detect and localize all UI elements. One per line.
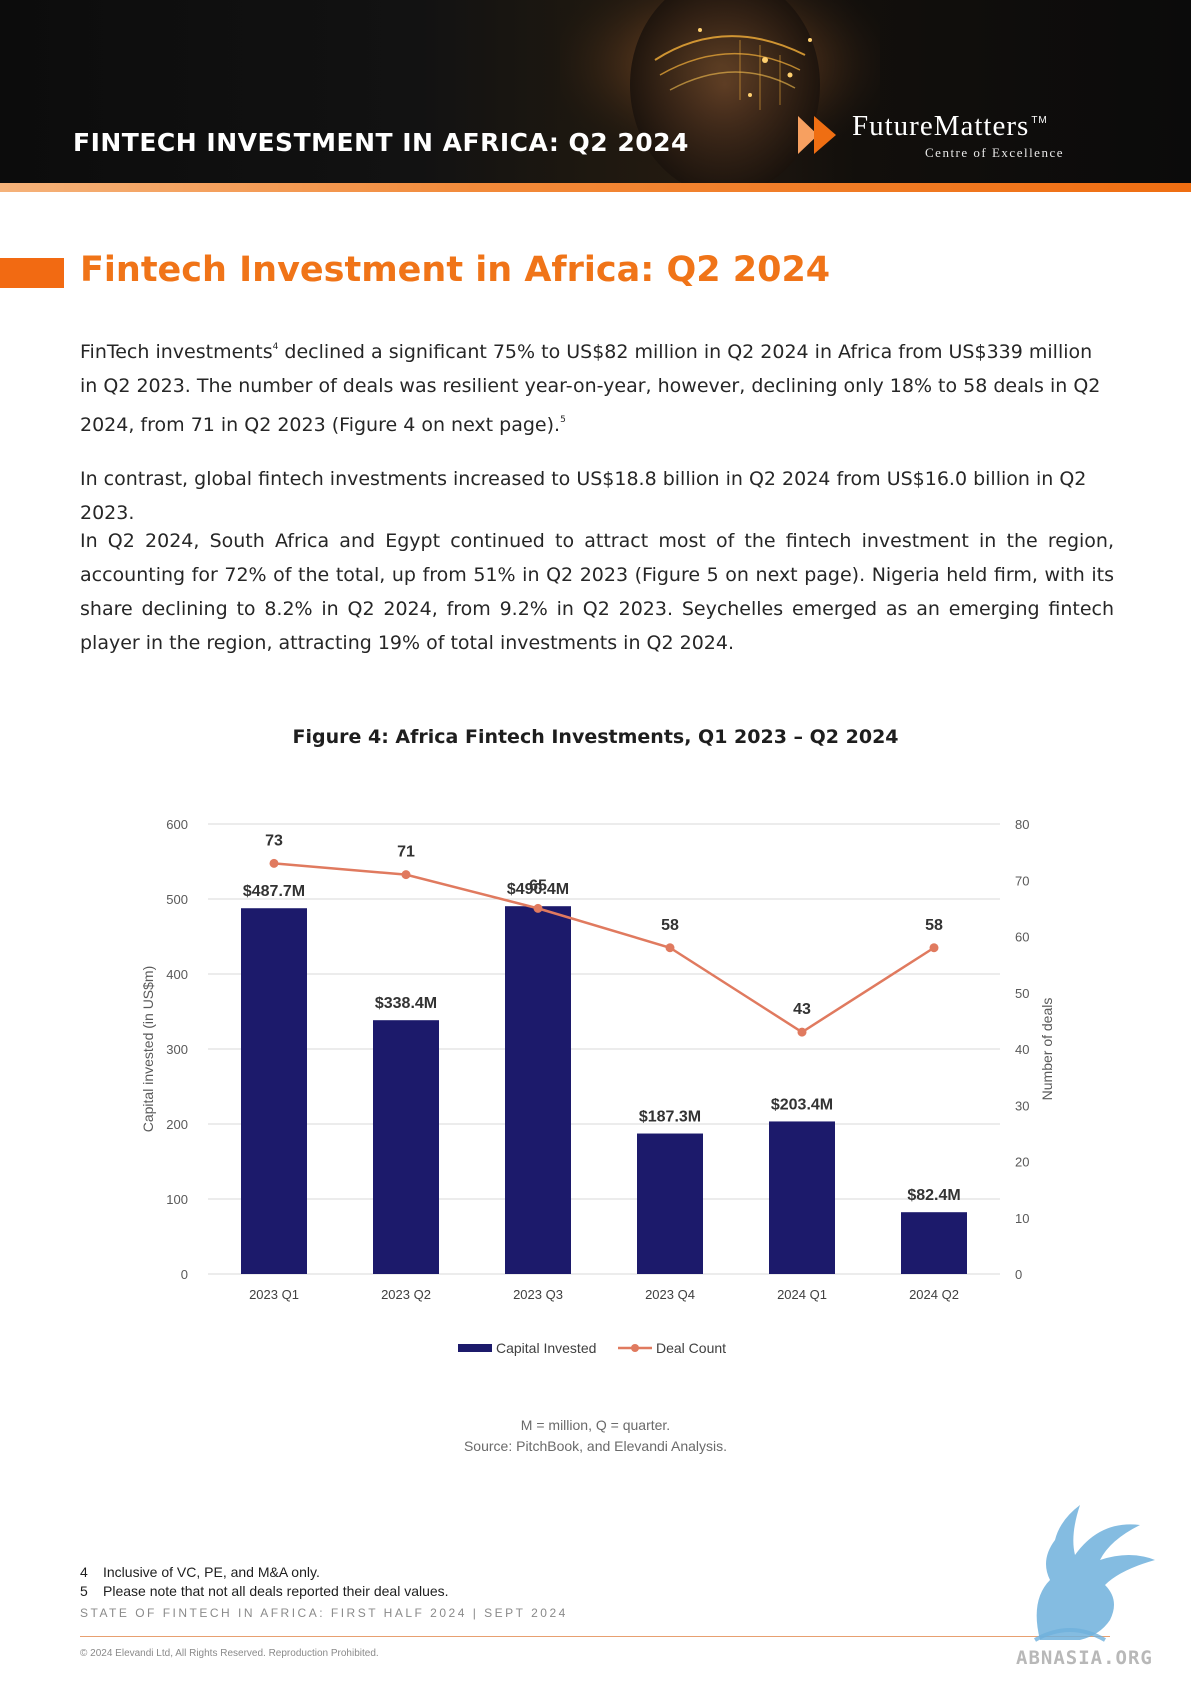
futurematters-logo-icon [798, 116, 836, 154]
logo-subtitle: Centre of Excellence [925, 145, 1064, 160]
capital-invested-bar [241, 908, 307, 1274]
deal-count-point [269, 858, 279, 868]
capital-invested-data-label: $338.4M [375, 995, 437, 1012]
legend-swatch-capital-invested [458, 1344, 492, 1352]
deal-count-point [797, 1027, 807, 1037]
deal-count-data-label: 58 [661, 917, 679, 934]
y2-tick-label: 80 [1015, 817, 1029, 832]
y2-axis-title: Number of deals [1039, 998, 1055, 1101]
footnote-4: 4 Inclusive of VC, PE, and M&A only. [80, 1564, 320, 1580]
x-tick-label: 2023 Q1 [249, 1287, 299, 1302]
capital-invested-bar [637, 1133, 703, 1274]
watermark-griffin-icon [1034, 1505, 1155, 1642]
capital-invested-data-label: $203.4M [771, 1096, 833, 1113]
y2-tick-label: 60 [1015, 930, 1029, 945]
x-tick-label: 2024 Q2 [909, 1287, 959, 1302]
capital-invested-data-label: $82.4M [907, 1187, 960, 1204]
header-accent-bar [0, 183, 1191, 192]
deal-count-data-label: 43 [793, 1001, 811, 1018]
body-paragraph-1: FinTech investments4 declined a signific… [80, 341, 1101, 436]
x-tick-label: 2023 Q2 [381, 1287, 431, 1302]
deal-count-line [273, 862, 935, 1034]
y2-tick-label: 70 [1015, 873, 1029, 888]
capital-invested-data-label: $487.7M [243, 883, 305, 900]
y-tick-label: 500 [166, 892, 188, 907]
deal-count-point [665, 943, 675, 953]
deal-count-point [533, 903, 543, 913]
footnote-5: 5 Please note that not all deals reported… [80, 1583, 449, 1599]
deal-count-data-label: 73 [265, 832, 283, 849]
y-tick-label: 0 [181, 1267, 188, 1282]
y2-tick-label: 40 [1015, 1042, 1029, 1057]
x-tick-label: 2023 Q3 [513, 1287, 563, 1302]
footnote-ref-4[interactable]: 4 [272, 342, 279, 352]
deal-count-point [929, 943, 939, 953]
chart-abbreviation-note: M = million, Q = quarter. [520, 1417, 671, 1433]
footnote-ref-5[interactable]: 5 [560, 415, 566, 425]
footer-divider [80, 1636, 1110, 1637]
capital-invested-data-label: $187.3M [639, 1109, 701, 1126]
banner-title: FINTECH INVESTMENT IN AFRICA: Q2 2024 [73, 128, 689, 157]
y-tick-label: 300 [166, 1042, 188, 1057]
body-paragraph-3: In Q2 2024, South Africa and Egypt conti… [80, 530, 1114, 654]
footer-report-title: STATE OF FINTECH IN AFRICA: FIRST HALF 2… [80, 1606, 568, 1620]
y-tick-label: 600 [166, 817, 188, 832]
capital-invested-data-label: $490.4M [507, 881, 569, 898]
deal-count-point [401, 870, 411, 880]
figure-title: Figure 4: Africa Fintech Investments, Q1… [292, 726, 899, 748]
capital-invested-bar [505, 906, 571, 1274]
x-tick-label: 2024 Q1 [777, 1287, 827, 1302]
y-tick-label: 200 [166, 1117, 188, 1132]
y-axis-title: Capital invested (in US$m) [140, 966, 156, 1133]
deal-count-data-label: 65 [529, 877, 547, 894]
logo-name: FutureMatters TM [852, 110, 1048, 142]
chart-source-note: Source: PitchBook, and Elevandi Analysis… [463, 1438, 728, 1454]
capital-invested-bar [769, 1121, 835, 1274]
header-banner: FINTECH INVESTMENT IN AFRICA: Q2 2024 Fu… [0, 0, 1191, 183]
y-tick-label: 400 [166, 967, 188, 982]
footer-copyright: © 2024 Elevandi Ltd, All Rights Reserved… [80, 1648, 379, 1659]
capital-invested-bar [373, 1020, 439, 1274]
heading-accent-tab [0, 258, 64, 288]
fintech-investment-chart: 0 100 200 300 400 500 600 0 10 20 30 40 50 60 70 80 Capi… [140, 817, 1055, 1356]
y2-tick-label: 30 [1015, 1098, 1029, 1113]
page-title: Fintech Investment in Africa: Q2 2024 [80, 250, 831, 290]
capital-invested-bar [901, 1212, 967, 1274]
legend-marker-deal-count [631, 1344, 639, 1352]
legend-label-deal-count: Deal Count [656, 1340, 726, 1356]
deal-count-data-label: 58 [925, 917, 943, 934]
x-tick-label: 2023 Q4 [645, 1287, 695, 1302]
y2-tick-label: 20 [1015, 1155, 1029, 1170]
y2-tick-label: 0 [1015, 1267, 1022, 1282]
y-tick-label: 100 [166, 1192, 188, 1207]
legend-label-capital-invested: Capital Invested [496, 1340, 596, 1356]
body-paragraph-2: In contrast, global fintech investments … [80, 468, 1087, 524]
y2-tick-label: 10 [1015, 1211, 1029, 1226]
banner-portrait-image [560, 0, 880, 183]
deal-count-data-label: 71 [397, 844, 415, 861]
y2-tick-label: 50 [1015, 986, 1029, 1001]
watermark-text: ABNASIA.ORG [1016, 1647, 1153, 1669]
